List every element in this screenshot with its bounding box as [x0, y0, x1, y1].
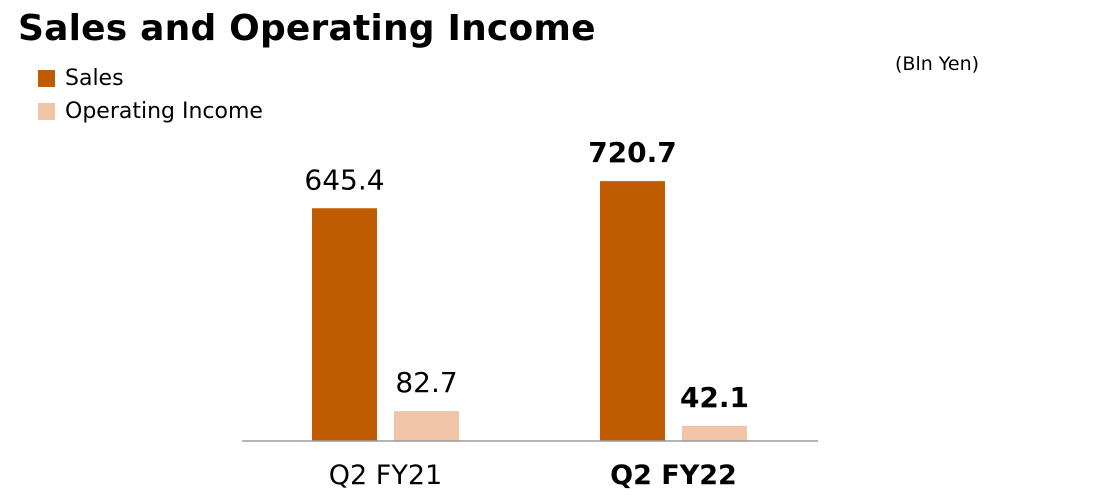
bar-operating-income-q2-fy22 — [682, 425, 747, 441]
bar-sales-q2-fy22 — [600, 181, 665, 441]
legend: Sales Operating Income — [38, 62, 263, 128]
data-label: 720.7 — [588, 136, 677, 169]
x-tick-label: Q2 FY22 — [610, 460, 737, 491]
chart-title: Sales and Operating Income — [18, 8, 596, 49]
legend-item-sales: Sales — [38, 62, 263, 95]
unit-label: (Bln Yen) — [895, 53, 980, 75]
legend-label-operating-income: Operating Income — [65, 99, 263, 124]
data-label: 82.7 — [395, 366, 457, 399]
data-label: 645.4 — [304, 163, 384, 196]
bar-sales-q2-fy21 — [312, 208, 377, 441]
legend-swatch-operating-income — [38, 103, 55, 120]
data-label: 42.1 — [680, 381, 749, 414]
legend-label-sales: Sales — [65, 66, 124, 91]
bar-operating-income-q2-fy21 — [394, 411, 459, 441]
legend-item-operating-income: Operating Income — [38, 95, 263, 128]
legend-swatch-sales — [38, 70, 55, 87]
x-tick-label: Q2 FY21 — [329, 460, 442, 491]
